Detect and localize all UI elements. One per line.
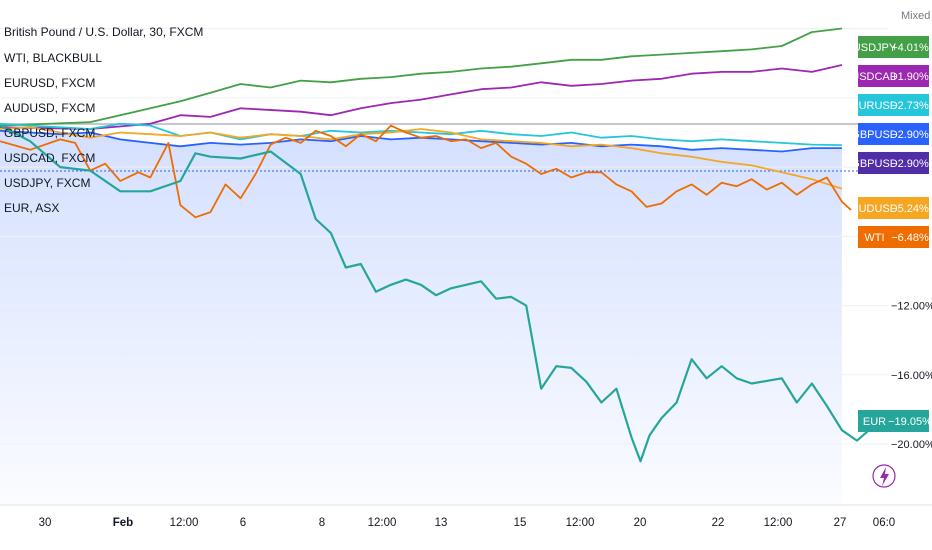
y-tick-label: −12.00% [891, 301, 932, 313]
svg-text:USDCAD: USDCAD [851, 71, 898, 83]
svg-text:AUDUSD: AUDUSD [851, 203, 898, 215]
series-line-wti [0, 124, 852, 219]
y-tick-label: −16.00% [891, 370, 932, 382]
y-axis-ticks: −12.00% −16.00% −20.00% [891, 301, 932, 451]
legend-item[interactable]: EURUSD, FXCM [4, 76, 95, 90]
end-tag-eur: EUR −19.05% [858, 410, 932, 432]
x-tick-label: 30 [39, 517, 52, 529]
x-tick-label: Feb [113, 517, 133, 529]
x-tick-label: 12:00 [566, 517, 595, 529]
series-line-usdcad [0, 64, 843, 130]
legend-item[interactable]: USDJPY, FXCM [4, 176, 90, 190]
x-tick-label: 22 [712, 517, 725, 529]
x-tick-label: 13 [435, 517, 448, 529]
scale-mode-label[interactable]: Mixed [901, 10, 930, 22]
chart-title: British Pound / U.S. Dollar, 30, FXCM [4, 25, 203, 39]
svg-text:−19.05%: −19.05% [888, 416, 932, 428]
end-tag-usdcad: USDCAD+1.90% [851, 65, 929, 87]
grid [0, 28, 888, 445]
legend: WTI, BLACKBULL EURUSD, FXCM AUDUSD, FXCM GB… [4, 51, 102, 215]
end-tag-wti: WTI −6.48% [858, 226, 929, 248]
x-tick-label: 12:00 [368, 517, 397, 529]
svg-text:−6.48%: −6.48% [891, 232, 929, 244]
x-tick-label: 20 [634, 517, 647, 529]
series-line-eur [0, 124, 873, 463]
svg-text:−2.90%: −2.90% [891, 158, 929, 170]
end-tag-gbpusd: GBPUSD−2.90% [851, 123, 929, 145]
legend-item[interactable]: USDCAD, FXCM [4, 151, 95, 165]
legend-item[interactable]: WTI, BLACKBULL [4, 51, 102, 65]
lightning-icon[interactable] [872, 464, 896, 488]
svg-text:GBPUSD: GBPUSD [851, 129, 898, 141]
end-tag-audusd: AUDUSD−5.24% [851, 197, 929, 219]
x-tick-label: 06:0 [873, 517, 895, 529]
series-line-eurusd [0, 122, 842, 146]
x-axis-ticks: 30 Feb 12:00 6 8 12:00 13 15 12:00 20 22 12:00 27 06:… [39, 517, 896, 529]
svg-text:GBPUSD: GBPUSD [851, 158, 898, 170]
x-tick-label: 15 [514, 517, 527, 529]
end-tag-gbpusd: GBPUSD−2.90% [851, 152, 929, 174]
svg-text:+4.01%: +4.01% [891, 42, 929, 54]
end-tag-usdjpy: USDJPY+4.01% [853, 36, 929, 58]
svg-text:EURUSD: EURUSD [851, 100, 898, 112]
svg-text:−2.90%: −2.90% [891, 129, 929, 141]
legend-item[interactable]: EUR, ASX [4, 201, 59, 215]
svg-text:WTI: WTI [864, 232, 884, 244]
x-tick-label: 12:00 [170, 517, 199, 529]
x-tick-label: 8 [319, 517, 325, 529]
svg-text:USDJPY: USDJPY [853, 42, 897, 54]
svg-text:−2.73%: −2.73% [891, 100, 929, 112]
y-tick-label: −20.00% [891, 439, 932, 451]
legend-item[interactable]: AUDUSD, FXCM [4, 101, 95, 115]
x-tick-label: 27 [834, 517, 847, 529]
series-layer [0, 27, 873, 463]
x-tick-label: 12:00 [764, 517, 793, 529]
legend-item[interactable]: GBPUSD, FXCM [4, 126, 95, 140]
svg-text:−5.24%: −5.24% [891, 203, 929, 215]
series-end-tags: USDJPY+4.01% USDCAD+1.90% EURUSD−2.73% GBPU… [851, 36, 932, 432]
end-tag-eurusd: EURUSD−2.73% [851, 94, 929, 116]
series-line-audusd [0, 126, 843, 190]
series-line-usdjpy [0, 27, 843, 127]
price-area-fill [0, 130, 842, 505]
x-tick-label: 6 [240, 517, 246, 529]
svg-text:+1.90%: +1.90% [891, 71, 929, 83]
svg-text:EUR: EUR [863, 416, 886, 428]
